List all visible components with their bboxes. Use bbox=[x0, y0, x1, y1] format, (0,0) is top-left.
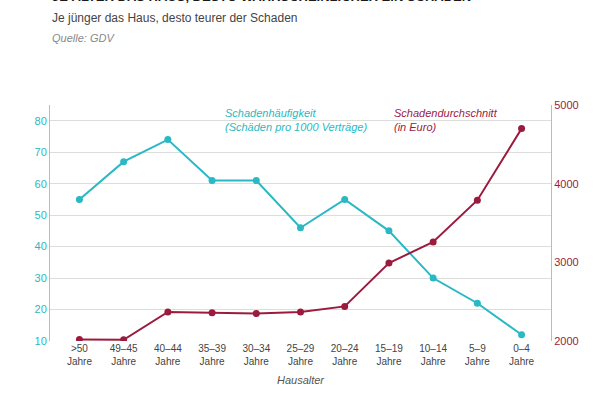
svg-text:JE ÄLTER DAS HAUS, DESTO WAHRS: JE ÄLTER DAS HAUS, DESTO WAHRSCHEINLICHE… bbox=[52, 0, 471, 4]
svg-text:50: 50 bbox=[35, 209, 47, 221]
svg-text:40: 40 bbox=[35, 240, 47, 252]
svg-text:Hausalter: Hausalter bbox=[277, 374, 325, 386]
svg-text:10: 10 bbox=[35, 335, 47, 347]
svg-text:5000: 5000 bbox=[554, 99, 578, 111]
svg-text:3000: 3000 bbox=[554, 256, 578, 268]
svg-text:Schadendurchschnitt(in Euro): Schadendurchschnitt(in Euro) bbox=[394, 107, 498, 133]
svg-text:30–34Jahre: 30–34Jahre bbox=[242, 343, 270, 367]
svg-text:Quelle: GDV: Quelle: GDV bbox=[52, 32, 115, 44]
svg-text:20: 20 bbox=[35, 303, 47, 315]
svg-text:Schadenhäufigkeit(Schäden pro: Schadenhäufigkeit(Schäden pro 1000 Vertr… bbox=[225, 107, 367, 133]
svg-text:>50Jahre: >50Jahre bbox=[67, 343, 92, 367]
svg-text:35–39Jahre: 35–39Jahre bbox=[198, 343, 226, 367]
svg-text:Je jünger das Haus, desto teur: Je jünger das Haus, desto teurer der Sch… bbox=[52, 11, 297, 25]
svg-text:5–9Jahre: 5–9Jahre bbox=[465, 343, 490, 367]
svg-text:80: 80 bbox=[35, 115, 47, 127]
svg-text:10–14Jahre: 10–14Jahre bbox=[419, 343, 447, 367]
svg-text:4000: 4000 bbox=[554, 178, 578, 190]
svg-text:30: 30 bbox=[35, 272, 47, 284]
svg-text:25–29Jahre: 25–29Jahre bbox=[287, 343, 315, 367]
svg-text:40–44Jahre: 40–44Jahre bbox=[154, 343, 182, 367]
svg-text:2000: 2000 bbox=[554, 335, 578, 347]
svg-text:49–45Jahre: 49–45Jahre bbox=[110, 343, 138, 367]
svg-text:0–4Jahre: 0–4Jahre bbox=[509, 343, 534, 367]
svg-text:20–24Jahre: 20–24Jahre bbox=[331, 343, 359, 367]
svg-text:60: 60 bbox=[35, 178, 47, 190]
svg-text:15–19Jahre: 15–19Jahre bbox=[375, 343, 403, 367]
svg-text:70: 70 bbox=[35, 146, 47, 158]
